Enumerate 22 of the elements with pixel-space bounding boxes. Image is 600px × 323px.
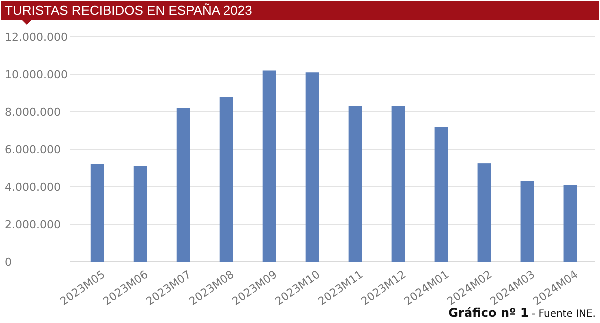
y-tick-label: 6.000.000 [5,143,61,156]
y-tick-label: 0 [5,256,12,269]
y-tick-label: 8.000.000 [5,106,61,119]
bar [134,166,148,262]
y-tick-label: 2.000.000 [5,218,61,232]
bar [90,164,104,262]
y-tick-label: 4.000.000 [5,180,61,194]
bar [520,181,534,262]
chart-title: TURISTAS RECIBIDOS EN ESPAÑA 2023 [5,3,252,18]
bar [564,185,578,262]
bar [306,72,320,262]
y-tick-label: 10.000.000 [5,68,68,82]
bar [176,108,190,262]
bar [478,164,492,262]
bar [348,106,362,262]
y-tick-label: 12.000.000 [5,30,68,44]
text: - Fuente INE. [528,309,596,320]
bar [392,106,406,262]
bar [262,70,276,262]
text: Gráfico nº 1 [448,306,529,320]
bar [220,97,234,262]
bar [434,127,448,262]
